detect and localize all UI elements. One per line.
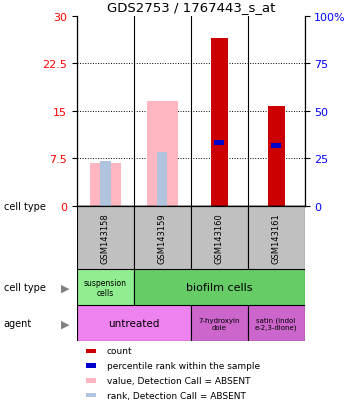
Bar (191, 206, 248, 270)
Bar (147, 102, 178, 206)
Bar (86, 363, 96, 368)
Text: GSM143161: GSM143161 (272, 213, 281, 263)
Text: ▶: ▶ (61, 282, 69, 293)
Text: biofilm cells: biofilm cells (186, 282, 252, 293)
Text: GSM143160: GSM143160 (215, 213, 224, 263)
Bar (211, 39, 228, 206)
Text: ▶: ▶ (61, 318, 69, 328)
Text: cell type: cell type (4, 282, 46, 293)
Text: cell type: cell type (4, 202, 46, 211)
Bar (134, 270, 304, 306)
Text: value, Detection Call = ABSENT: value, Detection Call = ABSENT (106, 376, 250, 385)
Bar (86, 378, 96, 383)
Bar (134, 206, 191, 270)
Text: satin (indol
e-2,3-dione): satin (indol e-2,3-dione) (255, 316, 297, 330)
Text: GSM143158: GSM143158 (101, 213, 110, 263)
Text: percentile rank within the sample: percentile rank within the sample (106, 361, 260, 370)
Bar (271, 143, 281, 149)
Bar (248, 306, 304, 342)
Bar (77, 306, 191, 342)
Bar (90, 164, 121, 206)
Bar (157, 153, 167, 206)
Bar (267, 107, 285, 206)
Text: count: count (106, 347, 132, 356)
Bar (248, 206, 304, 270)
Text: 7-hydroxyin
dole: 7-hydroxyin dole (198, 317, 240, 330)
Text: untreated: untreated (108, 318, 160, 328)
Bar (77, 206, 134, 270)
Title: GDS2753 / 1767443_s_at: GDS2753 / 1767443_s_at (106, 1, 275, 14)
Bar (77, 270, 134, 306)
Bar (191, 306, 248, 342)
Bar (86, 393, 96, 397)
Bar (214, 140, 224, 146)
Bar (100, 162, 111, 206)
Text: rank, Detection Call = ABSENT: rank, Detection Call = ABSENT (106, 391, 245, 400)
Text: GSM143159: GSM143159 (158, 213, 167, 263)
Text: agent: agent (4, 318, 32, 328)
Bar (86, 349, 96, 353)
Text: suspension
cells: suspension cells (84, 278, 127, 297)
